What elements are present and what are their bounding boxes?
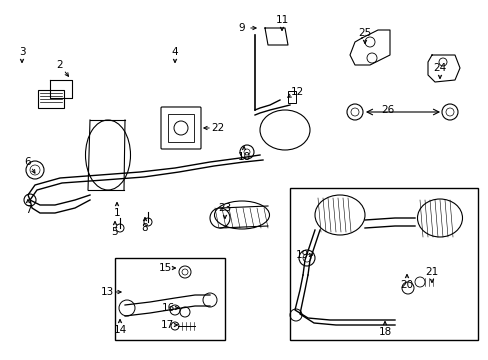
Text: 2: 2	[57, 60, 63, 70]
Text: 21: 21	[425, 267, 438, 277]
FancyBboxPatch shape	[289, 188, 477, 340]
Text: 18: 18	[378, 327, 391, 337]
FancyBboxPatch shape	[38, 90, 64, 108]
Text: 22: 22	[211, 123, 224, 133]
Text: 6: 6	[24, 157, 31, 167]
Text: 11: 11	[275, 15, 288, 25]
FancyBboxPatch shape	[168, 114, 194, 142]
Text: 17: 17	[160, 320, 173, 330]
Text: 26: 26	[381, 105, 394, 115]
Text: 7: 7	[24, 205, 31, 215]
Text: 23: 23	[218, 203, 231, 213]
Text: 19: 19	[295, 250, 308, 260]
FancyBboxPatch shape	[163, 107, 198, 145]
Text: 3: 3	[19, 47, 25, 57]
Text: 13: 13	[100, 287, 113, 297]
Text: 20: 20	[400, 280, 413, 290]
Text: 12: 12	[290, 87, 303, 97]
Text: 10: 10	[237, 152, 250, 162]
Text: 5: 5	[111, 227, 118, 237]
Text: 14: 14	[113, 325, 126, 335]
Text: 8: 8	[142, 223, 148, 233]
FancyBboxPatch shape	[161, 107, 201, 149]
Text: 1: 1	[113, 208, 120, 218]
FancyBboxPatch shape	[115, 258, 224, 340]
Text: 25: 25	[358, 28, 371, 38]
Text: 15: 15	[158, 263, 171, 273]
Text: 9: 9	[238, 23, 245, 33]
FancyBboxPatch shape	[287, 91, 295, 103]
Text: 4: 4	[171, 47, 178, 57]
Text: 24: 24	[432, 63, 446, 73]
Text: 16: 16	[161, 303, 174, 313]
FancyBboxPatch shape	[168, 112, 193, 140]
